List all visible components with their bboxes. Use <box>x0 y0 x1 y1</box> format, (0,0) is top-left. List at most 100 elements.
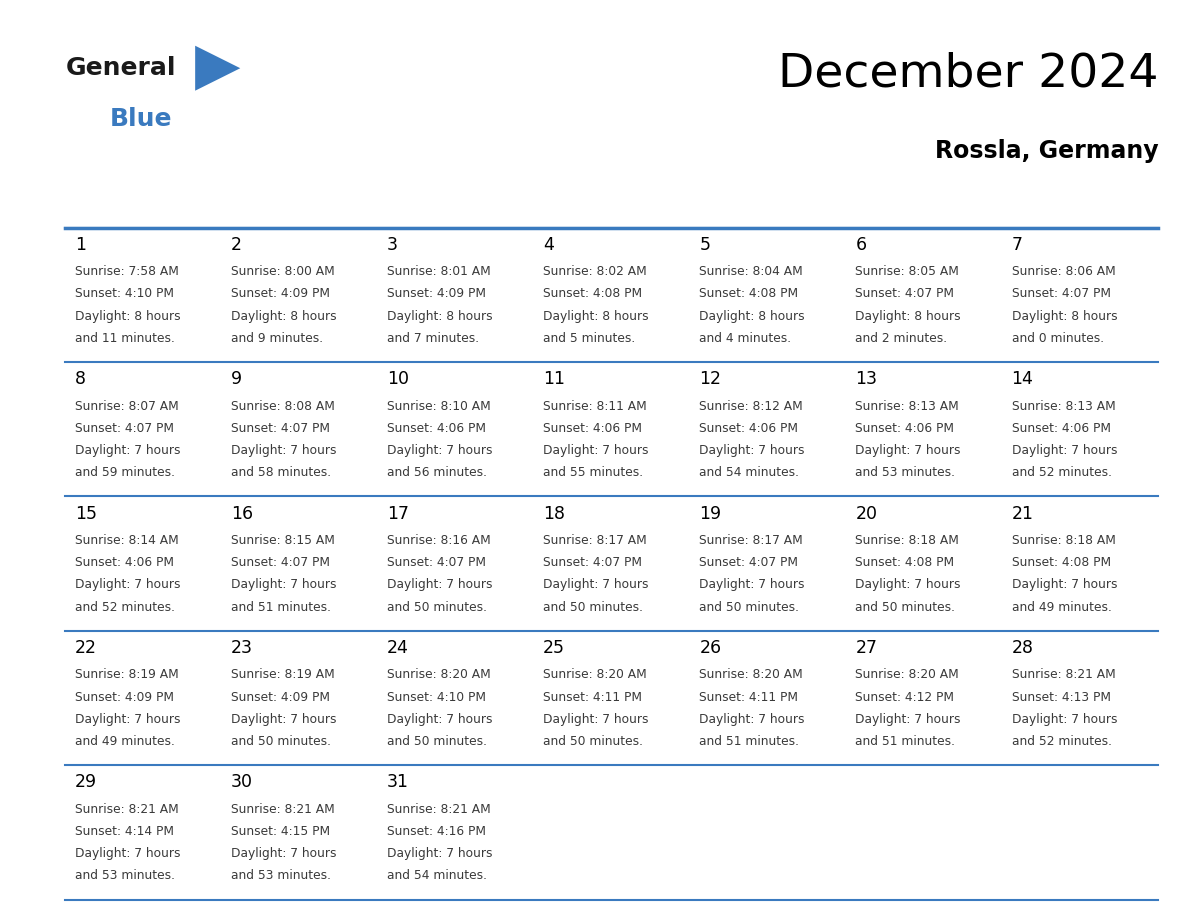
Text: Sunset: 4:16 PM: Sunset: 4:16 PM <box>387 825 486 838</box>
Text: Sunrise: 8:06 AM: Sunrise: 8:06 AM <box>1011 265 1116 278</box>
Text: and 11 minutes.: and 11 minutes. <box>75 331 175 345</box>
Text: Daylight: 7 hours: Daylight: 7 hours <box>700 578 804 591</box>
Text: Daylight: 7 hours: Daylight: 7 hours <box>387 444 493 457</box>
Text: Sunset: 4:13 PM: Sunset: 4:13 PM <box>1011 690 1111 704</box>
Text: Sunset: 4:10 PM: Sunset: 4:10 PM <box>387 690 486 704</box>
Text: Sunset: 4:07 PM: Sunset: 4:07 PM <box>1011 287 1111 300</box>
Text: Sunrise: 8:02 AM: Sunrise: 8:02 AM <box>543 265 647 278</box>
Text: and 9 minutes.: and 9 minutes. <box>230 331 323 345</box>
Text: and 55 minutes.: and 55 minutes. <box>543 466 643 479</box>
Text: Daylight: 7 hours: Daylight: 7 hours <box>230 444 336 457</box>
Text: and 50 minutes.: and 50 minutes. <box>387 735 487 748</box>
Text: Sunday: Sunday <box>74 199 131 214</box>
Text: 23: 23 <box>230 639 253 657</box>
Text: 31: 31 <box>387 773 409 791</box>
Text: Sunrise: 8:17 AM: Sunrise: 8:17 AM <box>700 534 803 547</box>
Text: and 52 minutes.: and 52 minutes. <box>1011 735 1112 748</box>
Text: and 7 minutes.: and 7 minutes. <box>387 331 479 345</box>
Text: and 53 minutes.: and 53 minutes. <box>75 869 175 882</box>
Text: 2: 2 <box>230 236 242 253</box>
Text: Sunrise: 8:05 AM: Sunrise: 8:05 AM <box>855 265 959 278</box>
Text: and 56 minutes.: and 56 minutes. <box>387 466 487 479</box>
Text: Daylight: 7 hours: Daylight: 7 hours <box>543 444 649 457</box>
Text: Sunset: 4:07 PM: Sunset: 4:07 PM <box>387 556 486 569</box>
Text: Saturday: Saturday <box>1010 199 1079 214</box>
Text: Sunset: 4:08 PM: Sunset: 4:08 PM <box>1011 556 1111 569</box>
Text: Sunset: 4:07 PM: Sunset: 4:07 PM <box>75 422 173 435</box>
Text: 19: 19 <box>700 505 721 522</box>
Text: 21: 21 <box>1011 505 1034 522</box>
Text: and 58 minutes.: and 58 minutes. <box>230 466 331 479</box>
Text: Daylight: 7 hours: Daylight: 7 hours <box>1011 444 1117 457</box>
Text: and 49 minutes.: and 49 minutes. <box>1011 600 1112 613</box>
Text: Sunrise: 8:13 AM: Sunrise: 8:13 AM <box>855 399 959 413</box>
Text: Blue: Blue <box>109 107 172 131</box>
Text: Sunset: 4:07 PM: Sunset: 4:07 PM <box>230 422 330 435</box>
Text: and 51 minutes.: and 51 minutes. <box>230 600 330 613</box>
Text: Sunrise: 8:15 AM: Sunrise: 8:15 AM <box>230 534 335 547</box>
Text: and 50 minutes.: and 50 minutes. <box>387 600 487 613</box>
Text: Daylight: 7 hours: Daylight: 7 hours <box>387 713 493 726</box>
Text: Daylight: 7 hours: Daylight: 7 hours <box>700 444 804 457</box>
Text: General: General <box>65 56 176 80</box>
Text: and 51 minutes.: and 51 minutes. <box>700 735 800 748</box>
Text: and 4 minutes.: and 4 minutes. <box>700 331 791 345</box>
Text: and 53 minutes.: and 53 minutes. <box>855 466 955 479</box>
Text: Sunrise: 8:20 AM: Sunrise: 8:20 AM <box>700 668 803 681</box>
Text: Wednesday: Wednesday <box>542 199 631 214</box>
Text: and 52 minutes.: and 52 minutes. <box>1011 466 1112 479</box>
Text: Sunrise: 8:21 AM: Sunrise: 8:21 AM <box>1011 668 1116 681</box>
Text: Thursday: Thursday <box>697 199 769 214</box>
Text: Sunset: 4:07 PM: Sunset: 4:07 PM <box>855 287 954 300</box>
Text: 7: 7 <box>1011 236 1023 253</box>
Text: Daylight: 7 hours: Daylight: 7 hours <box>230 578 336 591</box>
Text: Daylight: 7 hours: Daylight: 7 hours <box>75 578 181 591</box>
Text: 27: 27 <box>855 639 878 657</box>
Text: and 5 minutes.: and 5 minutes. <box>543 331 636 345</box>
Text: Daylight: 7 hours: Daylight: 7 hours <box>855 578 961 591</box>
Text: Daylight: 7 hours: Daylight: 7 hours <box>75 444 181 457</box>
Text: Sunset: 4:08 PM: Sunset: 4:08 PM <box>700 287 798 300</box>
Text: Daylight: 7 hours: Daylight: 7 hours <box>387 578 493 591</box>
Text: Sunrise: 8:14 AM: Sunrise: 8:14 AM <box>75 534 178 547</box>
Text: Sunrise: 8:21 AM: Sunrise: 8:21 AM <box>387 803 491 816</box>
Text: 11: 11 <box>543 370 565 388</box>
Text: Sunset: 4:06 PM: Sunset: 4:06 PM <box>855 422 954 435</box>
Text: 16: 16 <box>230 505 253 522</box>
Text: Sunrise: 8:21 AM: Sunrise: 8:21 AM <box>230 803 335 816</box>
Text: Sunrise: 8:17 AM: Sunrise: 8:17 AM <box>543 534 647 547</box>
Text: Daylight: 8 hours: Daylight: 8 hours <box>855 309 961 322</box>
Text: December 2024: December 2024 <box>778 51 1158 97</box>
Text: Sunrise: 8:13 AM: Sunrise: 8:13 AM <box>1011 399 1116 413</box>
Text: 30: 30 <box>230 773 253 791</box>
Text: 13: 13 <box>855 370 878 388</box>
Text: Daylight: 8 hours: Daylight: 8 hours <box>230 309 336 322</box>
Text: Sunset: 4:14 PM: Sunset: 4:14 PM <box>75 825 173 838</box>
Text: and 51 minutes.: and 51 minutes. <box>855 735 955 748</box>
Text: Daylight: 7 hours: Daylight: 7 hours <box>230 847 336 860</box>
Text: Sunset: 4:07 PM: Sunset: 4:07 PM <box>543 556 643 569</box>
Text: Sunrise: 8:18 AM: Sunrise: 8:18 AM <box>1011 534 1116 547</box>
Text: Daylight: 8 hours: Daylight: 8 hours <box>1011 309 1117 322</box>
Text: Sunrise: 7:58 AM: Sunrise: 7:58 AM <box>75 265 178 278</box>
Text: 26: 26 <box>700 639 721 657</box>
Text: and 54 minutes.: and 54 minutes. <box>387 869 487 882</box>
Text: Daylight: 7 hours: Daylight: 7 hours <box>855 713 961 726</box>
Text: Sunset: 4:10 PM: Sunset: 4:10 PM <box>75 287 173 300</box>
Text: 24: 24 <box>387 639 409 657</box>
Text: Sunrise: 8:18 AM: Sunrise: 8:18 AM <box>855 534 959 547</box>
Text: Daylight: 7 hours: Daylight: 7 hours <box>230 713 336 726</box>
Text: Sunset: 4:06 PM: Sunset: 4:06 PM <box>700 422 798 435</box>
Text: Sunrise: 8:07 AM: Sunrise: 8:07 AM <box>75 399 178 413</box>
Text: 1: 1 <box>75 236 86 253</box>
Text: Sunset: 4:09 PM: Sunset: 4:09 PM <box>387 287 486 300</box>
Text: Sunset: 4:06 PM: Sunset: 4:06 PM <box>387 422 486 435</box>
Text: Daylight: 8 hours: Daylight: 8 hours <box>700 309 805 322</box>
Text: Sunset: 4:09 PM: Sunset: 4:09 PM <box>75 690 173 704</box>
Text: Sunrise: 8:04 AM: Sunrise: 8:04 AM <box>700 265 803 278</box>
Text: 5: 5 <box>700 236 710 253</box>
Text: and 53 minutes.: and 53 minutes. <box>230 869 330 882</box>
Text: Sunrise: 8:19 AM: Sunrise: 8:19 AM <box>230 668 335 681</box>
Text: Friday: Friday <box>854 199 901 214</box>
Text: Daylight: 7 hours: Daylight: 7 hours <box>543 578 649 591</box>
